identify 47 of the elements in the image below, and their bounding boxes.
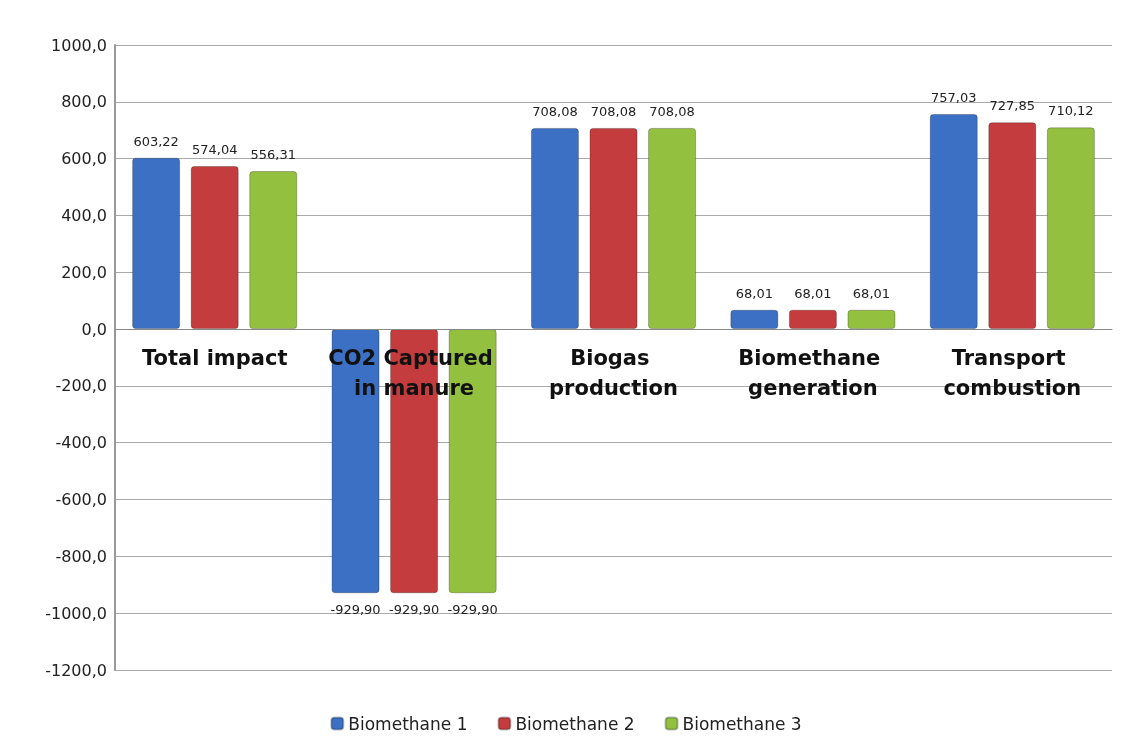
text: 68,01 (852, 285, 891, 301)
text: 556,31 (250, 147, 297, 163)
y-tick-label: -1200,0 (45, 660, 107, 680)
text: -929,90 (389, 602, 440, 618)
text: -929,90 (447, 602, 498, 618)
text: 710,12 (1048, 103, 1094, 119)
text: 68,01 (794, 285, 832, 301)
text: 727,85 (989, 98, 1036, 114)
bar (929, 114, 978, 330)
y-tick-label: 0,0 (81, 319, 107, 339)
x-tick-label: Biomethane generation (738, 346, 888, 401)
bar (847, 309, 896, 330)
text: 603,22 (133, 133, 179, 149)
y-tick-label: -1000,0 (45, 603, 107, 623)
bar (331, 329, 380, 594)
bar (530, 127, 579, 330)
y-tick-label: -200,0 (55, 376, 107, 396)
legend-label: Biomethane 2 (515, 713, 635, 734)
bar (132, 157, 181, 330)
text: -929,90 (330, 602, 381, 618)
bar (648, 127, 697, 330)
y-tick-label: 200,0 (61, 262, 107, 282)
bar (988, 122, 1037, 330)
text: 708,08 (590, 103, 637, 119)
bar (249, 171, 298, 330)
y-tick-label: -800,0 (55, 546, 107, 566)
text: 574,04 (191, 142, 238, 158)
x-tick-label: Total impact (141, 346, 288, 371)
text: 68,01 (735, 285, 773, 301)
bar (788, 309, 837, 330)
x-tick-label: Transport combustion (943, 346, 1082, 401)
y-tick-label: 400,0 (61, 205, 107, 225)
y-tick-label: -600,0 (55, 490, 107, 510)
legend-label: Biomethane 1 (348, 713, 468, 734)
bar (730, 309, 779, 330)
bar (1046, 127, 1095, 330)
text: 708,08 (649, 103, 695, 119)
bar (190, 166, 239, 330)
y-tick-label: 800,0 (61, 92, 107, 112)
y-tick-label: 1000,0 (51, 35, 107, 55)
y-tick-label: -400,0 (55, 433, 107, 453)
legend-label: Biomethane 3 (682, 713, 802, 734)
text: 757,03 (930, 90, 977, 106)
y-tick-label: 600,0 (61, 149, 107, 169)
text: 708,08 (532, 103, 578, 119)
bar (589, 127, 638, 330)
x-tick-label: Biogas production (549, 346, 678, 401)
